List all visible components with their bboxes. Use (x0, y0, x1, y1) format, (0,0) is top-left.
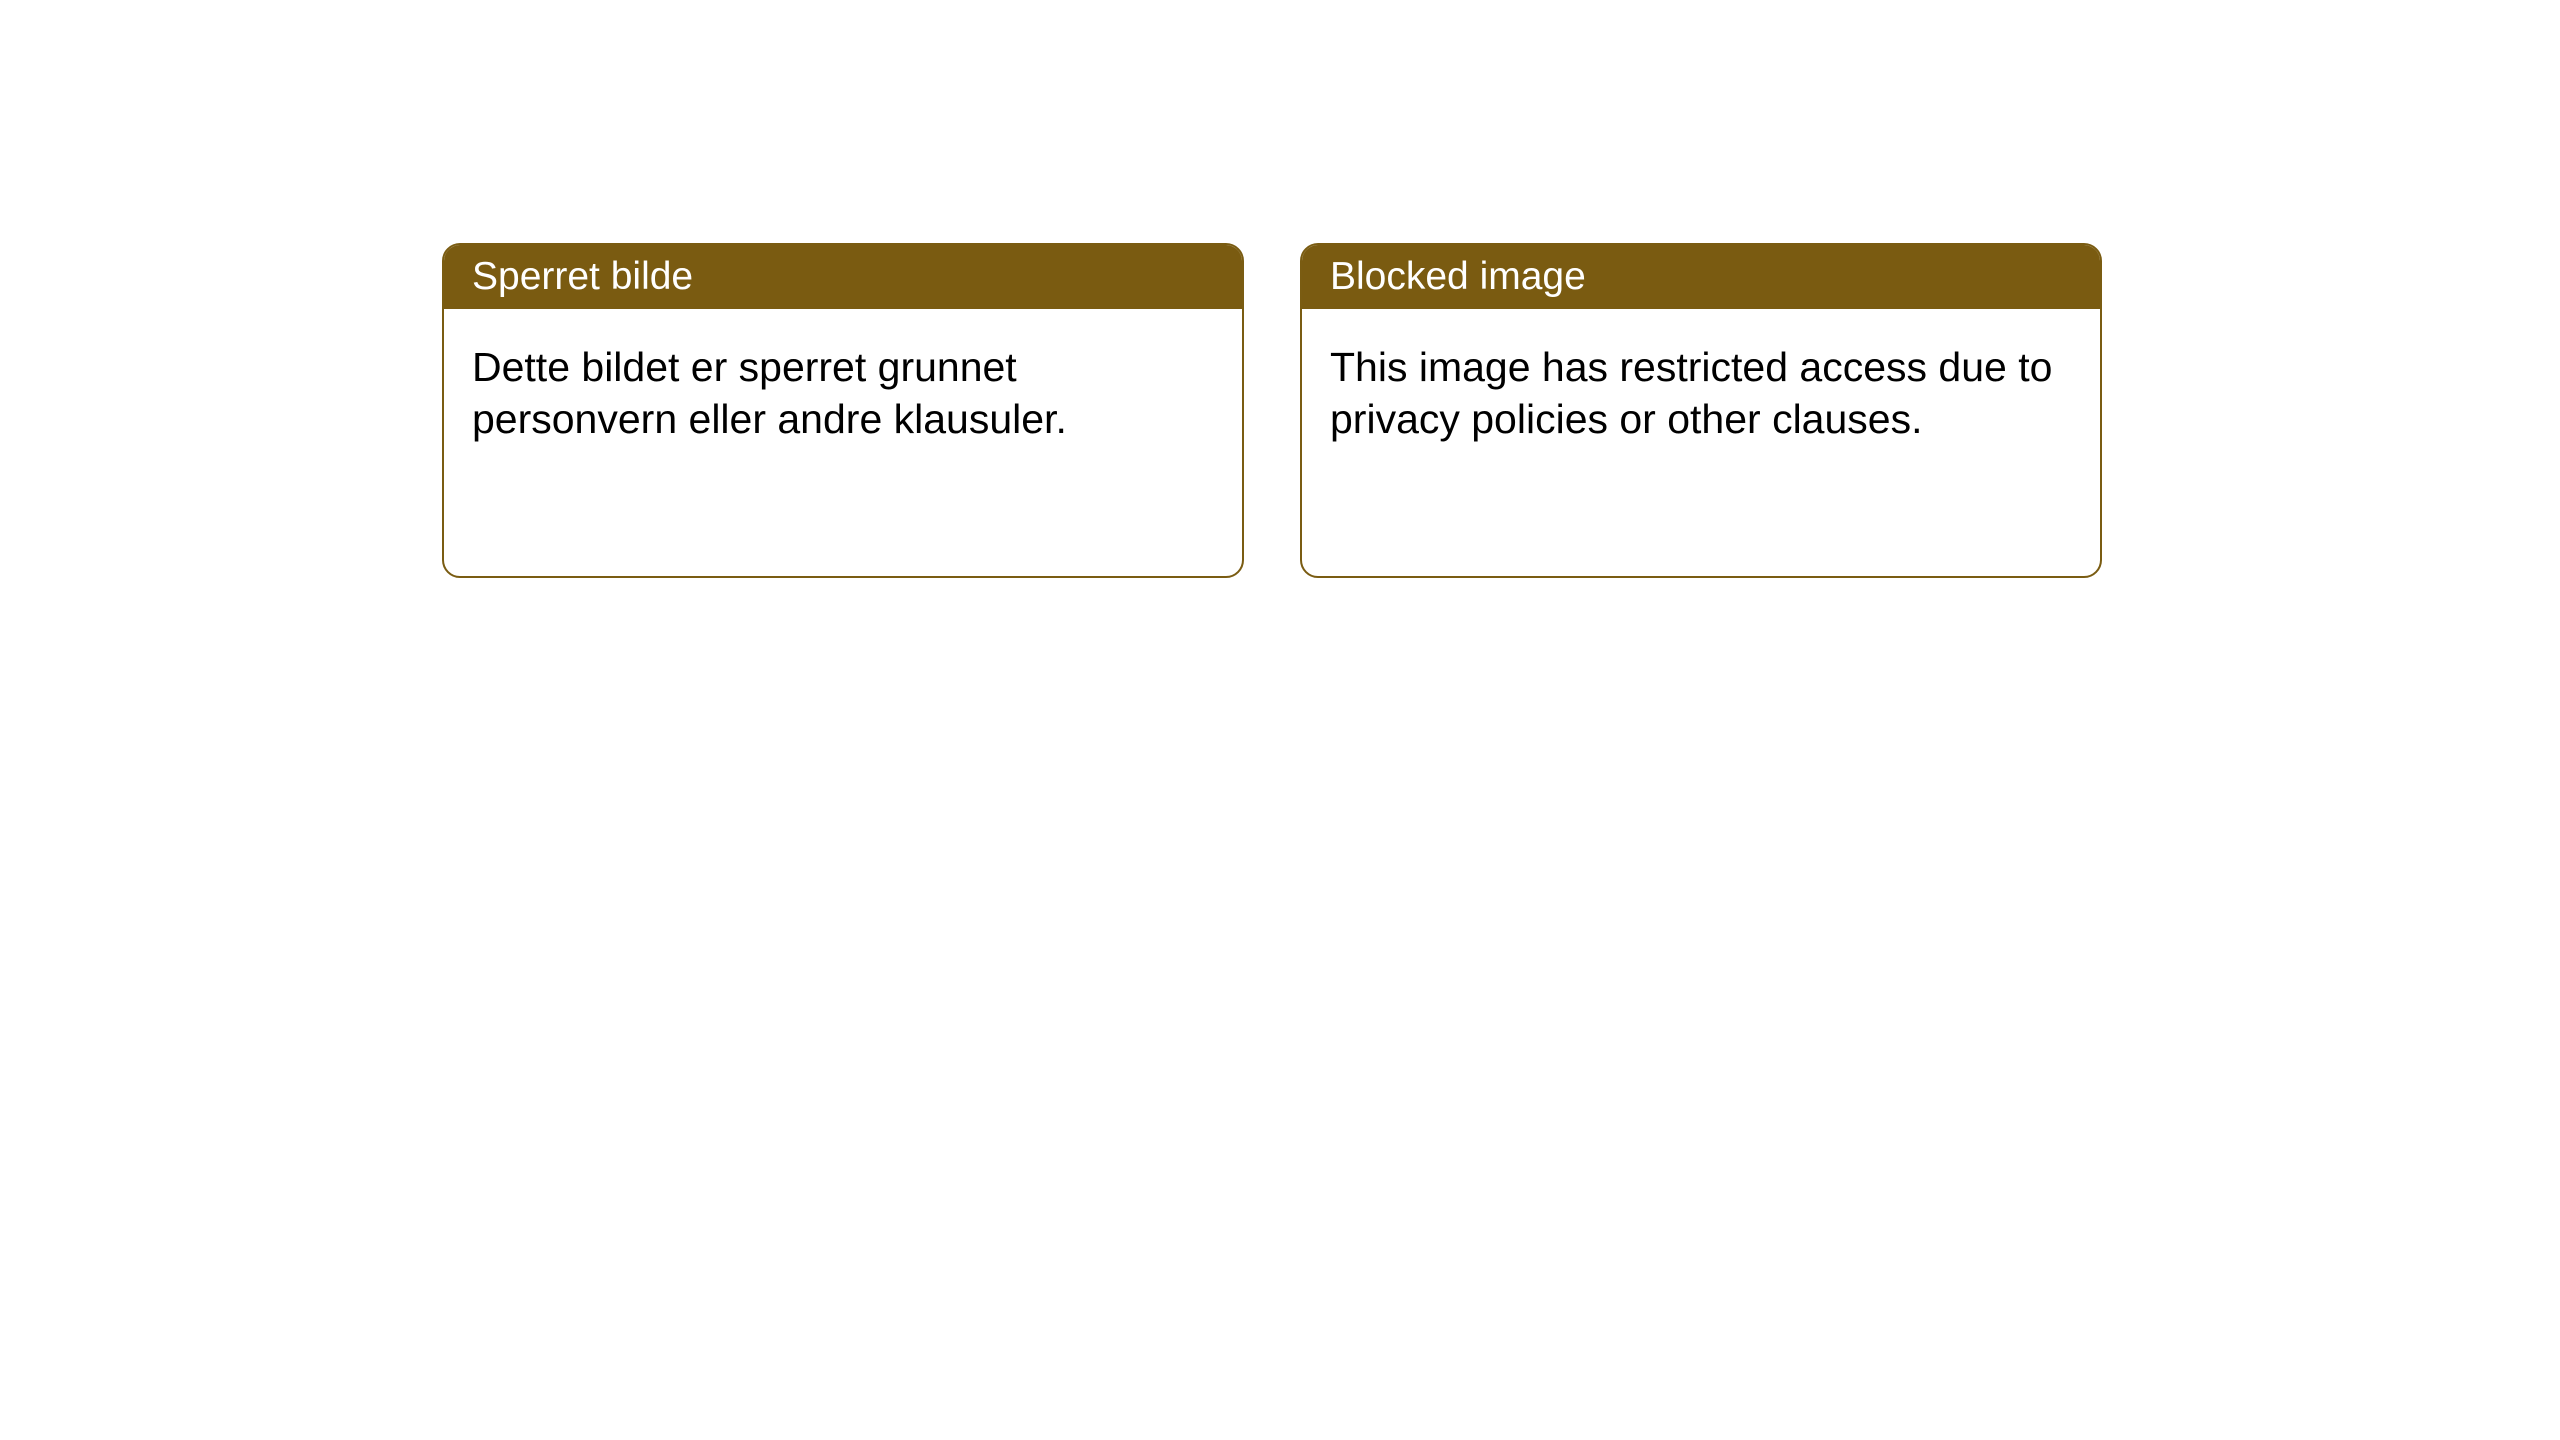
notice-header-norwegian: Sperret bilde (444, 245, 1242, 309)
notice-container: Sperret bilde Dette bildet er sperret gr… (442, 243, 2102, 578)
notice-header-english: Blocked image (1302, 245, 2100, 309)
notice-body-norwegian: Dette bildet er sperret grunnet personve… (444, 309, 1242, 478)
notice-body-english: This image has restricted access due to … (1302, 309, 2100, 478)
notice-card-english: Blocked image This image has restricted … (1300, 243, 2102, 578)
notice-card-norwegian: Sperret bilde Dette bildet er sperret gr… (442, 243, 1244, 578)
